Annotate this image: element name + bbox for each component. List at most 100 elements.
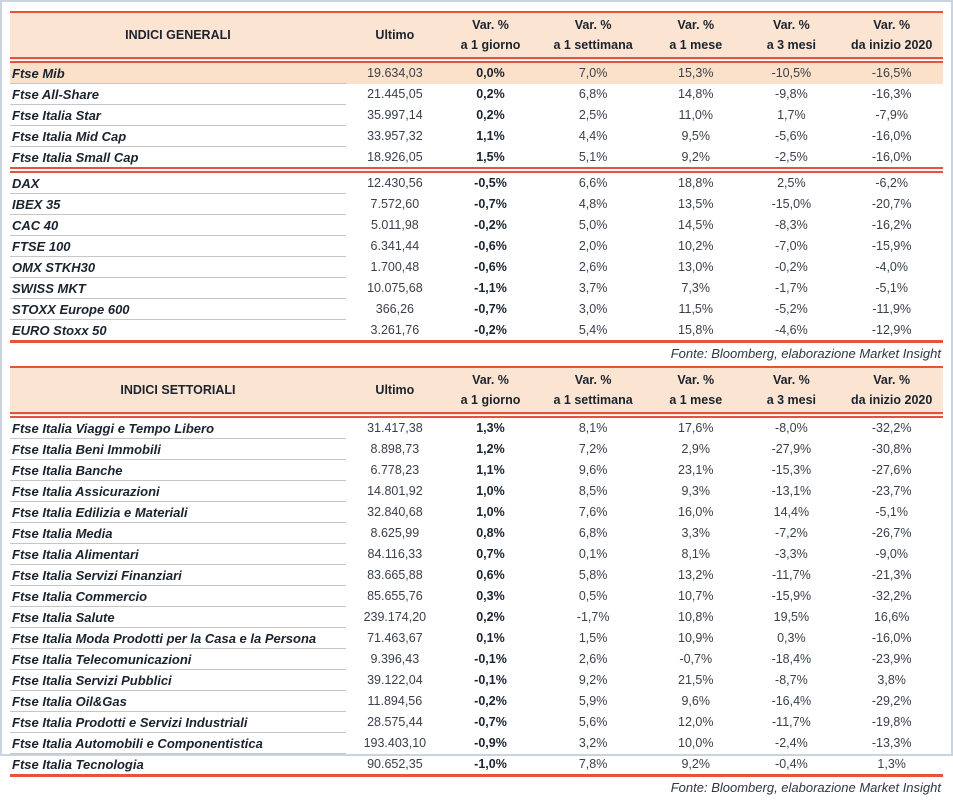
var-1-settimana: 8,5%: [578, 484, 608, 498]
var-inizio-2020: -27,6%: [871, 463, 912, 477]
last-value: 21.445,05: [367, 87, 423, 101]
var-3-mesi: 2,5%: [777, 176, 806, 191]
table-row: FTSE 100 6.341,44 -0,6% 2,0% 10,2% -7,0% -15,9…: [10, 235, 943, 257]
index-name: Ftse Italia Oil&Gas: [10, 690, 346, 712]
var-1-settimana: 9,2%: [578, 673, 608, 687]
table-row: Ftse Italia Servizi Finanziari 83.665,88 0…: [10, 564, 943, 586]
col-header-var-inizio-2020: Var. % da inizio 2020: [840, 366, 943, 418]
index-name: OMX STKH30: [10, 256, 346, 278]
index-name: Ftse Italia Alimentari: [10, 543, 346, 565]
table-header-row: INDICI GENERALI Ultimo Var. % a 1 giorno…: [10, 11, 943, 63]
var-1-mese: 10,0%: [678, 736, 714, 750]
col-header-var-3-mesi: Var. % a 3 mesi: [742, 11, 841, 63]
var-inizio-2020: -16,5%: [840, 60, 943, 84]
var-1-mese: 9,5%: [681, 129, 710, 143]
var-1-mese: 23,1%: [678, 463, 714, 477]
indici-generali-body: Ftse Mib 19.634,03 0,0% 7,0% 15,3% -10,5% -16,…: [10, 60, 943, 343]
var-3-mesi: -11,7%: [772, 568, 811, 582]
var-inizio-2020: -11,9%: [872, 302, 912, 316]
source-note: Fonte: Bloomberg, elaborazione Market In…: [670, 780, 941, 795]
last-value: 85.655,76: [367, 589, 423, 603]
var-inizio-2020: -12,9%: [840, 319, 943, 343]
index-name: Ftse All-Share: [10, 83, 346, 105]
index-name: Ftse Italia Small Cap: [10, 146, 346, 173]
var-1-giorno: -0,6%: [474, 260, 507, 274]
index-name: CAC 40: [10, 214, 346, 236]
var-1-giorno: -0,6%: [474, 239, 507, 253]
col-header-var-1-giorno: Var. % a 1 giorno: [443, 11, 538, 63]
var-1-mese: 10,9%: [678, 631, 714, 645]
var-inizio-2020: -13,3%: [871, 736, 912, 750]
table-row: Ftse Italia Mid Cap 33.957,32 1,1% 4,4% 9,5%…: [10, 125, 943, 147]
last-value: 39.122,04: [367, 673, 423, 687]
var-3-mesi: -5,6%: [775, 129, 808, 143]
last-value: 11.894,56: [367, 694, 423, 708]
var-1-giorno: 0,3%: [476, 589, 505, 603]
var-1-mese: 21,5%: [678, 673, 714, 687]
table-row: Ftse Italia Banche 6.778,23 1,1% 9,6% 23,1% -…: [10, 459, 943, 481]
var-1-mese: -0,7%: [679, 652, 713, 666]
var-1-settimana: 0,5%: [578, 589, 608, 603]
last-value: 28.575,44: [367, 715, 423, 729]
var-inizio-2020: -16,0%: [871, 631, 912, 645]
var-1-giorno: -0,2%: [443, 319, 538, 343]
var-1-settimana: 7,6%: [578, 505, 608, 519]
index-name: Ftse Italia Star: [10, 104, 346, 126]
index-name: Ftse Italia Moda Prodotti per la Casa e …: [10, 627, 346, 649]
var-1-giorno: -0,1%: [474, 652, 507, 666]
var-inizio-2020: -19,8%: [871, 715, 912, 729]
var-1-giorno: -0,9%: [474, 736, 507, 750]
table-row: SWISS MKT 10.075,68 -1,1% 3,7% 7,3% -1,7% -5,1…: [10, 277, 943, 299]
table-row: Ftse Italia Prodotti e Servizi Industria…: [10, 711, 943, 733]
var-inizio-2020: -16,0%: [840, 146, 943, 173]
var-1-mese: 9,3%: [681, 484, 710, 498]
index-name: Ftse Italia Automobili e Componentistica: [10, 732, 346, 754]
last-value: 6.778,23: [370, 463, 420, 477]
table-row: Ftse Italia Beni Immobili 8.898,73 1,2% 7,2…: [10, 438, 943, 460]
var-3-mesi: -13,1%: [771, 484, 812, 498]
var-1-mese: 8,1%: [681, 547, 710, 561]
var-inizio-2020: -5,1%: [875, 281, 908, 295]
last-value: 32.840,68: [367, 505, 423, 519]
var-1-settimana: 1,5%: [578, 631, 608, 645]
var-1-mese: 17,6%: [678, 421, 714, 436]
table-header-row: INDICI SETTORIALI Ultimo Var. % a 1 gior…: [10, 366, 943, 418]
table-row: Ftse Italia Viaggi e Tempo Libero 31.417,…: [10, 415, 943, 439]
index-name: Ftse Italia Viaggi e Tempo Libero: [10, 415, 346, 439]
var-1-mese: 14,5%: [678, 218, 714, 232]
var-1-giorno: -0,7%: [474, 302, 507, 316]
indici-generali-table: INDICI GENERALI Ultimo Var. % a 1 giorno…: [10, 11, 943, 343]
var-1-giorno: 0,2%: [476, 108, 505, 122]
index-name: Ftse Italia Servizi Pubblici: [10, 669, 346, 691]
var-3-mesi: -8,3%: [775, 218, 808, 232]
index-name: Ftse Italia Edilizia e Materiali: [10, 501, 346, 523]
var-1-giorno: 1,1%: [476, 129, 505, 143]
table-row: EURO Stoxx 50 3.261,76 -0,2% 5,4% 15,8% -4,6%…: [10, 319, 943, 343]
index-name: STOXX Europe 600: [10, 298, 346, 320]
var-1-settimana: 5,9%: [578, 694, 608, 708]
var-1-giorno: 1,2%: [476, 442, 505, 456]
table-row: Ftse Italia Alimentari 84.116,33 0,7% 0,1% 8…: [10, 543, 943, 565]
var-inizio-2020: -16,3%: [871, 87, 912, 101]
var-3-mesi: -8,0%: [775, 421, 808, 436]
table-title: INDICI SETTORIALI: [10, 366, 346, 418]
last-value: 84.116,33: [367, 547, 423, 561]
var-1-giorno: 1,5%: [443, 146, 538, 173]
var-3-mesi: -1,7%: [775, 281, 808, 295]
var-inizio-2020: -32,2%: [871, 589, 912, 603]
var-3-mesi: -11,7%: [772, 715, 811, 729]
last-value: 33.957,32: [367, 129, 423, 143]
var-inizio-2020: -23,9%: [871, 652, 912, 666]
index-name: Ftse Italia Salute: [10, 606, 346, 628]
var-1-settimana: 3,7%: [578, 281, 608, 295]
var-3-mesi: -9,8%: [775, 87, 808, 101]
var-1-settimana: 2,0%: [578, 239, 608, 253]
table-row: Ftse Italia Star 35.997,14 0,2% 2,5% 11,0% 1,…: [10, 104, 943, 126]
var-inizio-2020: -23,7%: [871, 484, 912, 498]
var-1-mese: 15,3%: [649, 60, 743, 84]
var-1-giorno: 1,0%: [476, 505, 505, 519]
index-name: Ftse Italia Mid Cap: [10, 125, 346, 147]
var-3-mesi: 14,4%: [773, 505, 810, 519]
var-1-mese: 9,6%: [681, 694, 710, 708]
